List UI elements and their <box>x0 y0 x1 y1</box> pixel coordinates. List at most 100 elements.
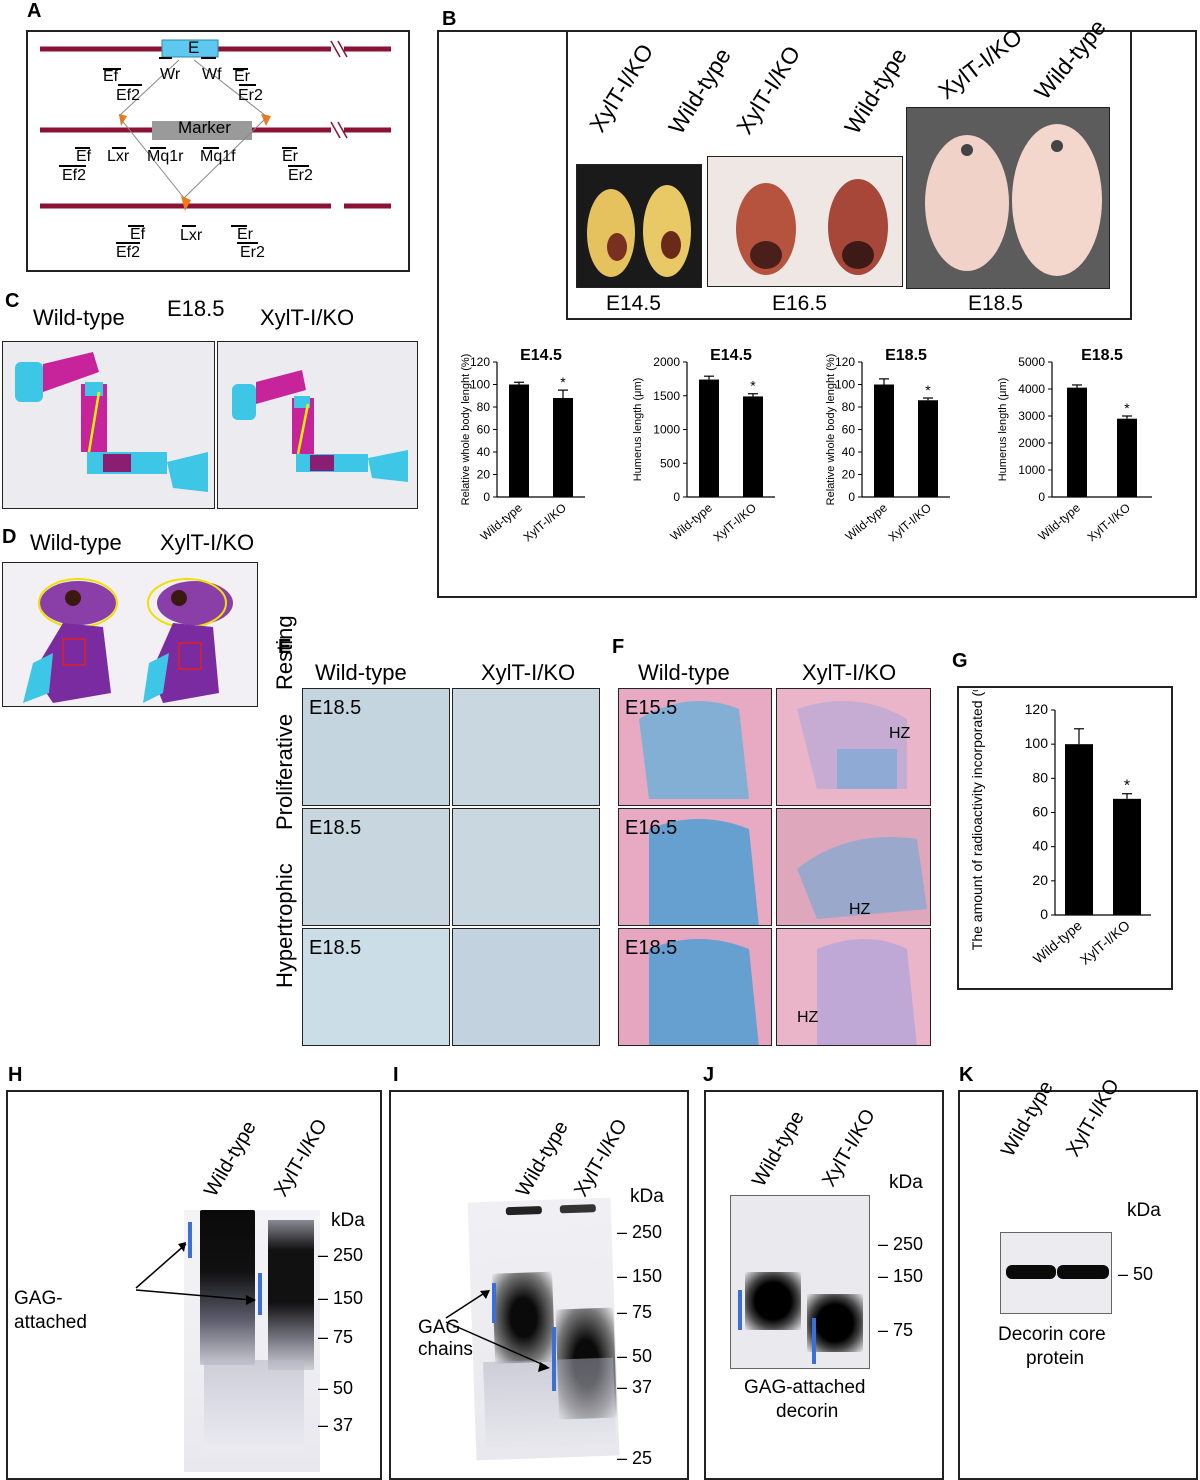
panel-label-h: H <box>8 1064 23 1086</box>
y-axis-label: Humerus length (μm) <box>632 378 644 482</box>
bar <box>1113 798 1141 915</box>
stage-label: E14.5 <box>606 292 661 315</box>
blot-band-marker <box>492 1283 496 1323</box>
panel-label-j: J <box>703 1064 715 1086</box>
stage-label: E18.5 <box>309 697 362 719</box>
x-tick-label: XylT-I/KO <box>1085 501 1133 545</box>
panel-label-e: E <box>278 636 292 658</box>
mw-marker: 150 <box>893 1266 924 1286</box>
histology-f-e18-5-ko: HZ <box>776 928 931 1046</box>
mw-marker: 25 <box>632 1448 653 1468</box>
marker-label: Marker <box>178 118 231 137</box>
stage-label: E16.5 <box>772 292 827 315</box>
primer-label: Lxr <box>180 227 203 244</box>
histology-f-e18-5-wt: E18.5 <box>618 928 772 1046</box>
mw-marker: 37 <box>333 1415 354 1435</box>
mw-ladder-k: – 50 <box>1118 1264 1154 1284</box>
blot-k-caption-line-2: protein <box>1026 1348 1085 1369</box>
gene-targeting-diagram <box>40 39 391 244</box>
primer-label: Wf <box>202 66 222 83</box>
y-tick-label: 0 <box>673 490 680 504</box>
histology-f-e16-5-wt: E16.5 <box>618 808 772 926</box>
mw-marker: 250 <box>632 1222 663 1242</box>
genotype-label-ko: XylT-I/KO <box>802 660 897 685</box>
y-tick-label: 0 <box>1040 906 1048 922</box>
y-tick-label: 80 <box>1032 769 1048 785</box>
mw-marker: 50 <box>1133 1264 1154 1284</box>
blot-band-marker <box>552 1327 556 1391</box>
embryo-photo-e18-5 <box>906 107 1110 289</box>
y-tick-label: 1500 <box>653 389 680 403</box>
panel-label-c: C <box>5 290 20 312</box>
gag-chains-label-line-2: chains <box>418 1339 473 1360</box>
histology-e-resting-ko <box>452 688 600 806</box>
genotype-label-ko: XylT-I/KO <box>260 305 355 330</box>
bar <box>553 398 573 497</box>
y-tick-label: 120 <box>470 355 490 369</box>
hz-label: HZ <box>849 901 871 918</box>
y-tick-label: 80 <box>477 400 491 414</box>
mw-marker: 150 <box>333 1288 364 1308</box>
primer-label: Ef2 <box>116 244 141 261</box>
primer-label: Ef <box>130 226 146 243</box>
blot-j-caption-line-1: GAG-attached <box>744 1377 866 1398</box>
y-tick-label: 100 <box>835 378 855 392</box>
y-axis-label: Humerus length (μm) <box>997 378 1009 482</box>
primer-label: Mq1r <box>147 148 184 165</box>
panel-label-i: I <box>393 1064 399 1086</box>
forelimb-photo-wt <box>2 341 215 509</box>
y-tick-label: 20 <box>477 468 491 482</box>
bar <box>1117 418 1137 497</box>
bar <box>918 400 938 497</box>
x-tick-label: Wild-type <box>478 500 526 543</box>
y-tick-label: 20 <box>842 468 856 482</box>
gag-chains-label-line-1: GAG <box>418 1317 461 1338</box>
panel-label-a: A <box>27 0 42 22</box>
x-tick-label: Wild-type <box>1030 917 1085 967</box>
stage-label: E18.5 <box>309 937 362 959</box>
exon-label: E <box>188 38 200 57</box>
genotype-label-ko: XylT-I/KO <box>160 530 255 555</box>
panel-label-b: B <box>442 8 457 30</box>
blot-k-caption-line-1: Decorin core <box>998 1324 1106 1345</box>
genotype-label-ko: XylT-I/KO <box>481 660 576 685</box>
x-tick-label: XylT-I/KO <box>1077 917 1133 968</box>
primer-label: Er <box>237 226 253 243</box>
blot-j-image <box>730 1195 870 1369</box>
bar <box>509 384 529 497</box>
bar <box>1067 387 1087 497</box>
kda-label: kDa <box>889 1172 923 1193</box>
y-tick-label: 80 <box>842 400 856 414</box>
panel-label-k: K <box>959 1064 974 1086</box>
embryo-photo-e14-5 <box>576 164 702 288</box>
embryo-photo-e16-5 <box>707 156 903 287</box>
stage-label: E18.5 <box>968 292 1023 315</box>
stage-label: E16.5 <box>625 817 678 839</box>
significance-marker: * <box>925 382 931 398</box>
mw-marker: 50 <box>333 1378 354 1398</box>
mw-marker: 150 <box>632 1266 663 1286</box>
significance-marker: * <box>1124 400 1130 416</box>
gag-pg-label-line-1: GAG- <box>14 1288 63 1309</box>
chart-title: E18.5 <box>1081 347 1123 364</box>
kda-label: kDa <box>331 1210 365 1231</box>
panel-label-f: F <box>612 636 625 658</box>
bar <box>699 379 719 497</box>
primer-label: Ef2 <box>62 167 87 184</box>
genotype-label-wt: Wild-type <box>33 305 125 330</box>
y-tick-label: 60 <box>1032 804 1048 820</box>
histology-f-e15-5-wt: E15.5 <box>618 688 772 806</box>
panel-i-box <box>389 1090 689 1480</box>
histology-e-proliferative-wt: E18.5 <box>302 808 450 926</box>
blot-band-marker <box>738 1290 742 1330</box>
primer-label: Er <box>234 68 250 85</box>
primer-label: Mq1f <box>200 148 236 165</box>
mw-marker: 250 <box>333 1245 364 1265</box>
panel-label-d: D <box>2 526 17 548</box>
chart-title: E14.5 <box>710 347 752 364</box>
bar-chart-radioactivity: 0 20 40 60 80 100 120 The amount of radioactivi… <box>969 690 1151 968</box>
blot-k-image <box>1000 1232 1112 1314</box>
histology-f-e15-5-ko: HZ <box>776 688 931 806</box>
